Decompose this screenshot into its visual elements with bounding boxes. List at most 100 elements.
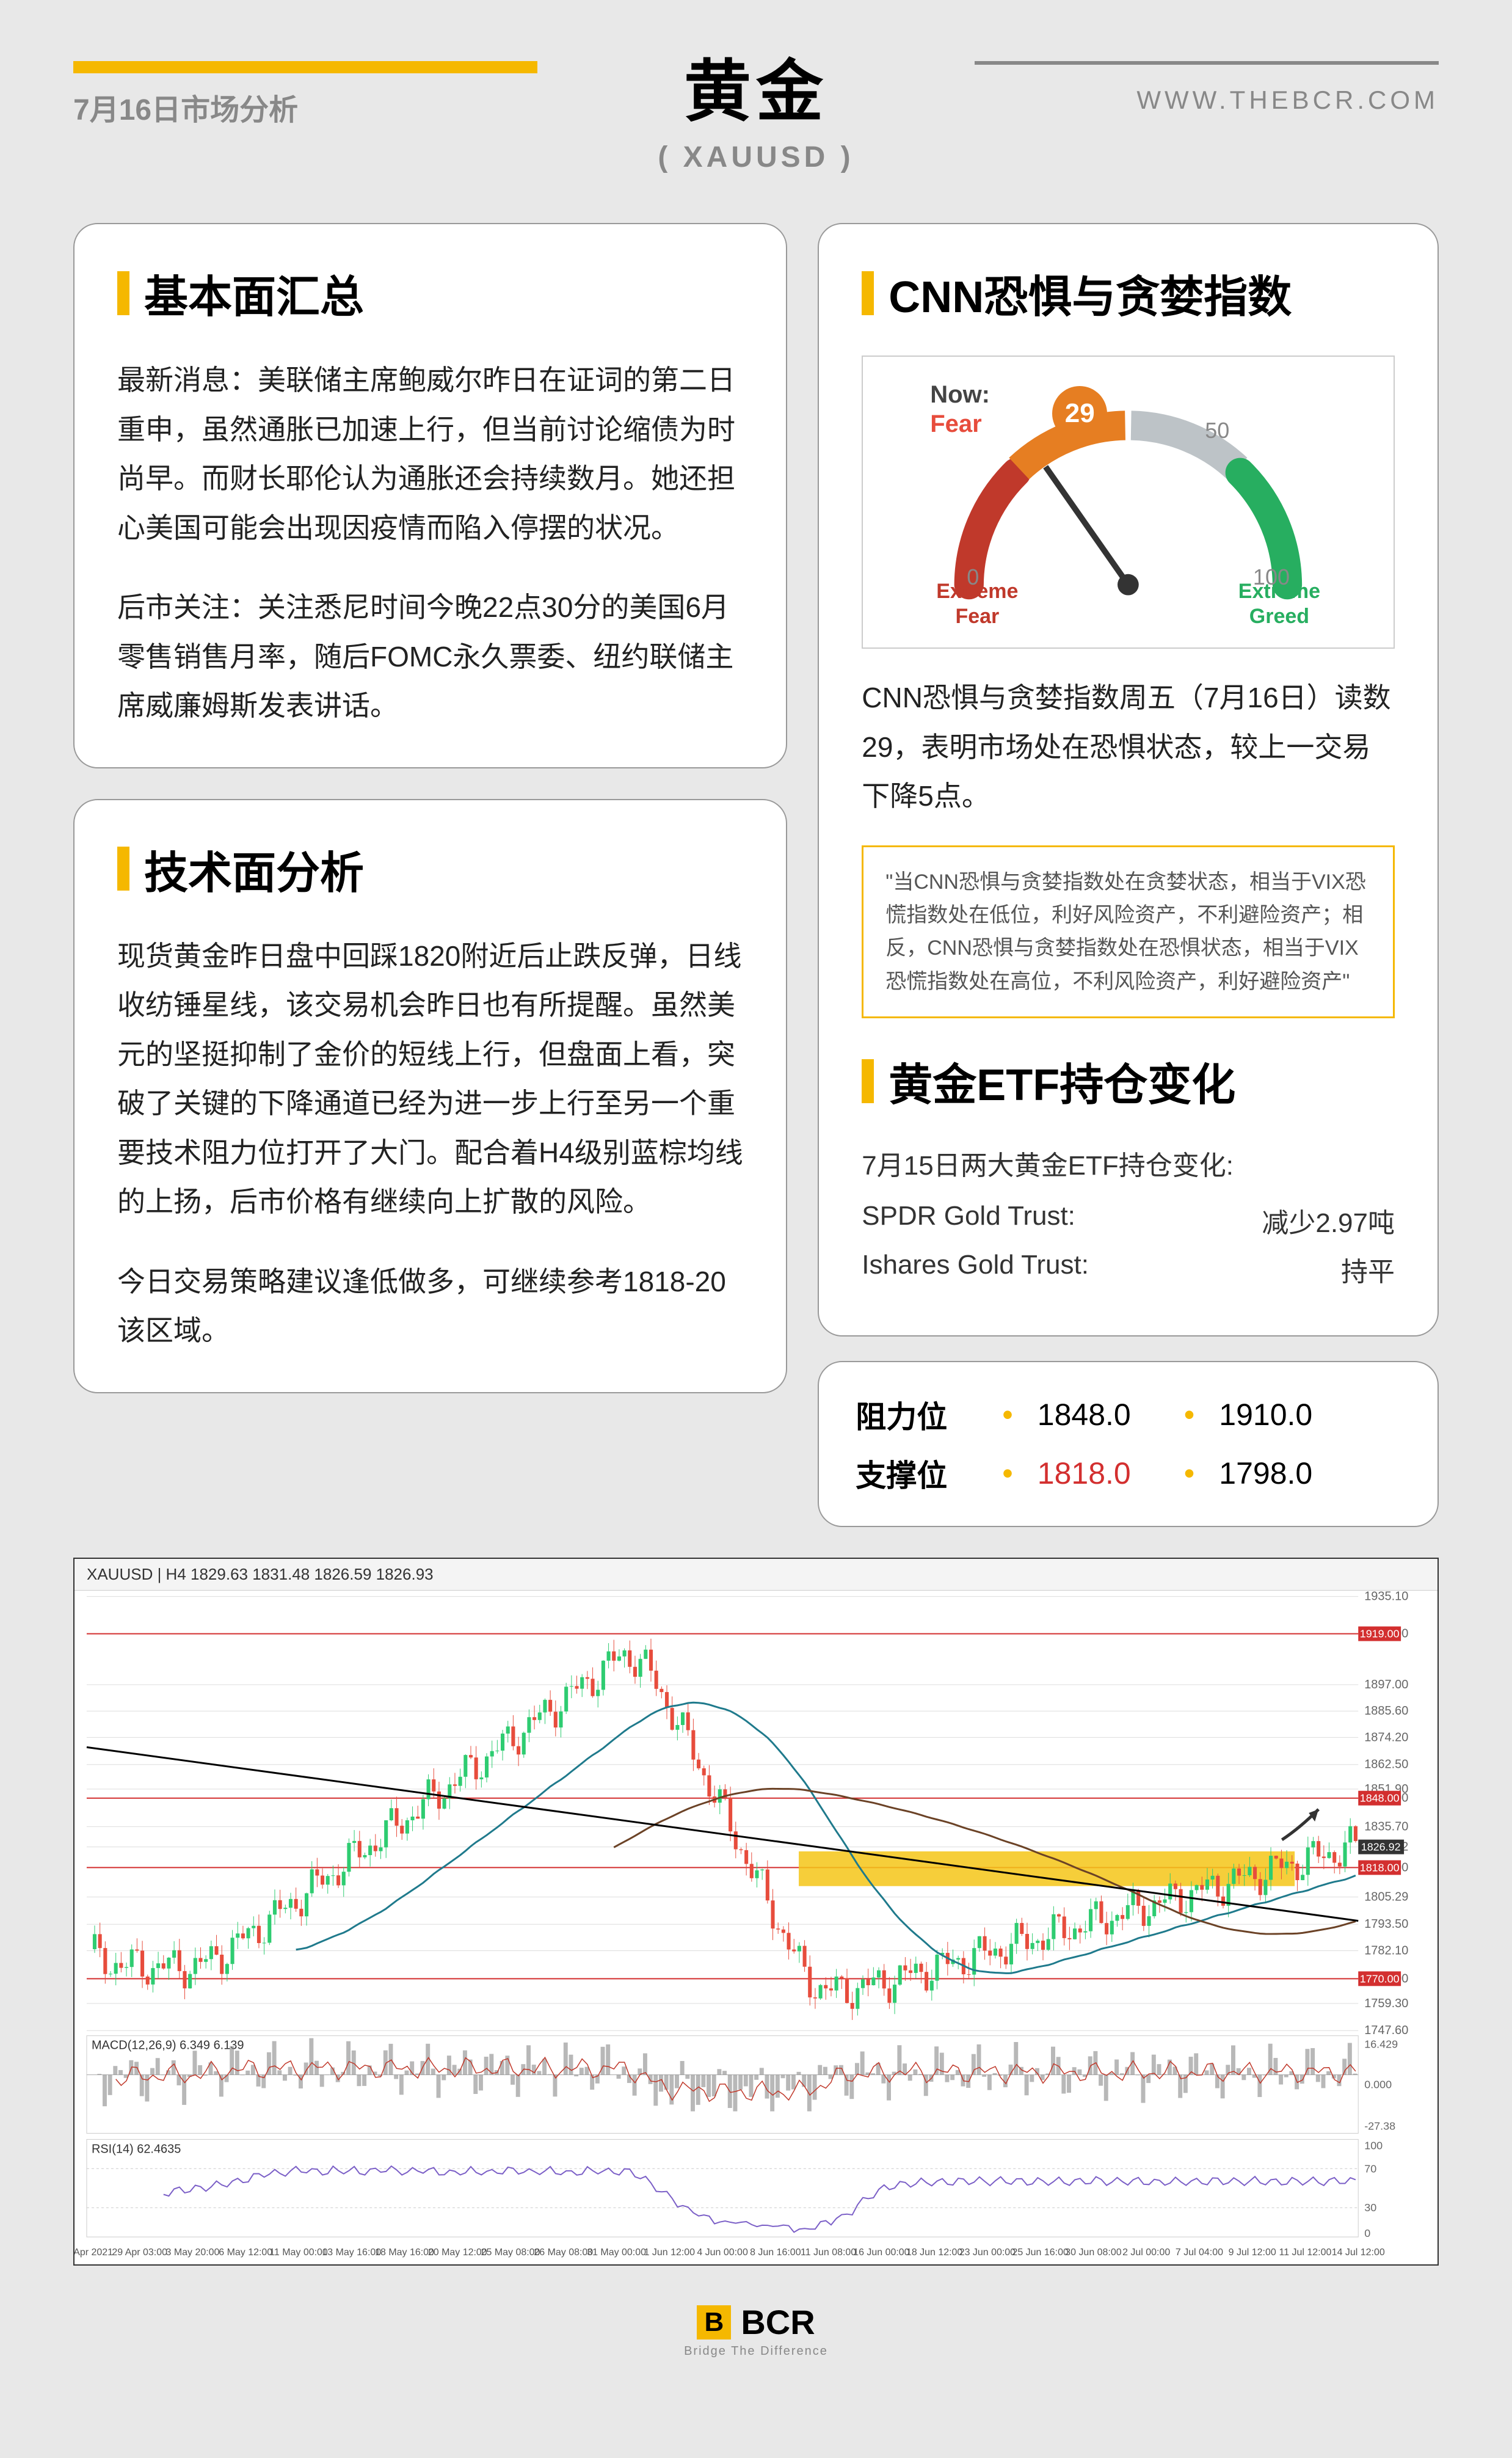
fear-greed-desc: CNN恐惧与贪婪指数周五（7月16日）读数29，表明市场处在恐惧状态，较上一交易… <box>862 673 1395 821</box>
gauge-scale-50: 50 <box>1205 418 1229 443</box>
technical-p1: 现货黄金昨日盘中回踩1820附近后止跌反弹，日线收纺锤星线，该交易机会昨日也有所… <box>117 932 743 1227</box>
svg-text:1818.00: 1818.00 <box>1360 1861 1400 1873</box>
fear-greed-gauge: Now: Fear 29 50 0 100 ExtremeFear Extrem… <box>862 356 1395 649</box>
gauge-value: 29 <box>1052 386 1107 441</box>
svg-text:3 May 20:00: 3 May 20:00 <box>166 2247 220 2258</box>
svg-text:20 May 12:00: 20 May 12:00 <box>428 2247 487 2258</box>
etf-title: 黄金ETF持仓变化 <box>862 1049 1395 1113</box>
svg-text:1862.50: 1862.50 <box>1364 1758 1408 1771</box>
svg-text:0.000: 0.000 <box>1364 2079 1392 2091</box>
technical-card: 技术面分析 现货黄金昨日盘中回踩1820附近后止跌反弹，日线收纺锤星线，该交易机… <box>73 799 787 1393</box>
fundamental-title: 基本面汇总 <box>117 261 743 325</box>
svg-text:1 Jun 12:00: 1 Jun 12:00 <box>644 2247 696 2258</box>
svg-text:1770.00: 1770.00 <box>1360 1972 1400 1985</box>
svg-text:1919.00: 1919.00 <box>1360 1628 1400 1640</box>
accent-bar-right <box>975 61 1439 65</box>
svg-text:9 Jul 12:00: 9 Jul 12:00 <box>1229 2247 1276 2258</box>
support-row: 支撑位 • 1818.0 • 1798.0 <box>856 1451 1401 1495</box>
dot-icon: • <box>1184 1456 1195 1491</box>
svg-text:1782.10: 1782.10 <box>1364 1944 1408 1958</box>
gauge-extreme-greed: ExtremeGreed <box>1238 579 1320 629</box>
fear-greed-title: CNN恐惧与贪婪指数 <box>862 261 1395 325</box>
fear-greed-note: "当CNN恐惧与贪婪指数处在贪婪状态，相当于VIX恐慌指数处在低位，利好风险资产… <box>862 845 1395 1019</box>
svg-text:23 Jun 00:00: 23 Jun 00:00 <box>959 2247 1016 2258</box>
resistance-label: 阻力位 <box>856 1393 978 1437</box>
svg-text:4 Jun 00:00: 4 Jun 00:00 <box>697 2247 748 2258</box>
right-column: CNN恐惧与贪婪指数 Now: Fear 29 50 0 1 <box>818 223 1439 1527</box>
svg-text:1885.60: 1885.60 <box>1364 1704 1408 1718</box>
page: 黄金 ( XAUUSD ) 7月16日市场分析 WWW.THEBCR.COM 基… <box>0 0 1512 2407</box>
svg-text:11 May 00:00: 11 May 00:00 <box>269 2247 328 2258</box>
svg-text:100: 100 <box>1364 2139 1383 2151</box>
svg-text:1848.00: 1848.00 <box>1360 1792 1400 1804</box>
svg-text:1935.10: 1935.10 <box>1364 1591 1408 1603</box>
svg-text:13 May 16:00: 13 May 16:00 <box>322 2247 381 2258</box>
etf-name-1: Ishares Gold Trust: <box>862 1250 1089 1289</box>
svg-text:RSI(14) 62.4635: RSI(14) 62.4635 <box>92 2142 181 2156</box>
svg-text:7 Jul 04:00: 7 Jul 04:00 <box>1176 2247 1223 2258</box>
svg-text:0: 0 <box>1364 2227 1370 2239</box>
svg-text:30: 30 <box>1364 2201 1376 2214</box>
price-chart: XAUUSD | H4 1829.63 1831.48 1826.59 1826… <box>73 1558 1439 2266</box>
header: 黄金 ( XAUUSD ) 7月16日市场分析 WWW.THEBCR.COM <box>0 0 1512 199</box>
svg-text:8 Jun 16:00: 8 Jun 16:00 <box>750 2247 801 2258</box>
svg-text:18 Jun 12:00: 18 Jun 12:00 <box>906 2247 962 2258</box>
svg-text:11 Jul 12:00: 11 Jul 12:00 <box>1279 2247 1332 2258</box>
svg-text:18 May 16:00: 18 May 16:00 <box>375 2247 434 2258</box>
svg-text:31 May 00:00: 31 May 00:00 <box>587 2247 646 2258</box>
footer: B BCR Bridge The Difference <box>0 2266 1512 2358</box>
svg-text:1826.92: 1826.92 <box>1361 1841 1401 1853</box>
fundamental-card: 基本面汇总 最新消息：美联储主席鲍威尔昨日在证词的第二日重申，虽然通胀已加速上行… <box>73 223 787 768</box>
page-subtitle: ( XAUUSD ) <box>73 140 1439 174</box>
svg-text:26 May 08:00: 26 May 08:00 <box>534 2247 593 2258</box>
etf-section: 黄金ETF持仓变化 7月15日两大黄金ETF持仓变化: SPDR Gold Tr… <box>862 1049 1395 1289</box>
logo-icon: B <box>697 2305 731 2339</box>
technical-p2: 今日交易策略建议逢低做多，可继续参考1818-20该区域。 <box>117 1257 743 1355</box>
svg-text:1747.60: 1747.60 <box>1364 2024 1408 2037</box>
content-grid: 基本面汇总 最新消息：美联储主席鲍威尔昨日在证词的第二日重申，虽然通胀已加速上行… <box>0 199 1512 1527</box>
website-url: WWW.THEBCR.COM <box>1136 86 1439 115</box>
footer-logo: B BCR <box>697 2302 815 2342</box>
fundamental-body: 最新消息：美联储主席鲍威尔昨日在证词的第二日重申，虽然通胀已加速上行，但当前讨论… <box>117 356 743 731</box>
fundamental-p1: 最新消息：美联储主席鲍威尔昨日在证词的第二日重申，虽然通胀已加速上行，但当前讨论… <box>117 356 743 552</box>
fear-greed-card: CNN恐惧与贪婪指数 Now: Fear 29 50 0 1 <box>818 223 1439 1337</box>
chart-svg: 1935.101919.001897.001885.601874.201862.… <box>75 1591 1437 2261</box>
svg-text:6 May 12:00: 6 May 12:00 <box>219 2247 272 2258</box>
gauge-fear-label: Fear <box>930 410 982 438</box>
svg-text:MACD(12,26,9) 6.349 6.139: MACD(12,26,9) 6.349 6.139 <box>92 2039 244 2052</box>
technical-body: 现货黄金昨日盘中回踩1820附近后止跌反弹，日线收纺锤星线，该交易机会昨日也有所… <box>117 932 743 1355</box>
svg-text:25 Jun 16:00: 25 Jun 16:00 <box>1012 2247 1068 2258</box>
technical-title: 技术面分析 <box>117 837 743 901</box>
resistance-1: 1848.0 <box>1038 1397 1160 1432</box>
svg-text:16.429: 16.429 <box>1364 2038 1398 2051</box>
chart-header: XAUUSD | H4 1829.63 1831.48 1826.59 1826… <box>75 1559 1437 1591</box>
brand-name: BCR <box>741 2302 815 2342</box>
resistance-row: 阻力位 • 1848.0 • 1910.0 <box>856 1393 1401 1437</box>
dot-icon: • <box>1002 1397 1013 1432</box>
svg-text:1759.30: 1759.30 <box>1364 1997 1408 2010</box>
etf-name-0: SPDR Gold Trust: <box>862 1201 1075 1240</box>
svg-text:16 Jun 00:00: 16 Jun 00:00 <box>853 2247 909 2258</box>
svg-text:26 Apr 2021: 26 Apr 2021 <box>75 2247 113 2258</box>
support-label: 支撑位 <box>856 1451 978 1495</box>
svg-text:14 Jul 12:00: 14 Jul 12:00 <box>1332 2247 1385 2258</box>
dot-icon: • <box>1002 1456 1013 1491</box>
svg-text:11 Jun 08:00: 11 Jun 08:00 <box>801 2247 856 2258</box>
dot-icon: • <box>1184 1397 1195 1432</box>
accent-bar-left <box>73 61 537 73</box>
svg-text:1874.20: 1874.20 <box>1364 1730 1408 1744</box>
footer-tagline: Bridge The Difference <box>0 2344 1512 2358</box>
etf-row-1: Ishares Gold Trust: 持平 <box>862 1250 1395 1289</box>
svg-text:70: 70 <box>1364 2162 1376 2175</box>
svg-text:25 May 08:00: 25 May 08:00 <box>481 2247 540 2258</box>
date-label: 7月16日市场分析 <box>73 86 298 128</box>
left-column: 基本面汇总 最新消息：美联储主席鲍威尔昨日在证词的第二日重申，虽然通胀已加速上行… <box>73 223 787 1527</box>
etf-value-0: 减少2.97吨 <box>1262 1201 1395 1240</box>
levels-card: 阻力位 • 1848.0 • 1910.0 支撑位 • 1818.0 • 179… <box>818 1361 1439 1527</box>
support-1: 1818.0 <box>1038 1456 1160 1491</box>
svg-text:1805.29: 1805.29 <box>1364 1891 1408 1904</box>
etf-subtitle: 7月15日两大黄金ETF持仓变化: <box>862 1143 1395 1183</box>
gauge-now-label: Now: <box>930 381 990 409</box>
resistance-2: 1910.0 <box>1219 1397 1341 1432</box>
svg-text:1835.70: 1835.70 <box>1364 1820 1408 1833</box>
